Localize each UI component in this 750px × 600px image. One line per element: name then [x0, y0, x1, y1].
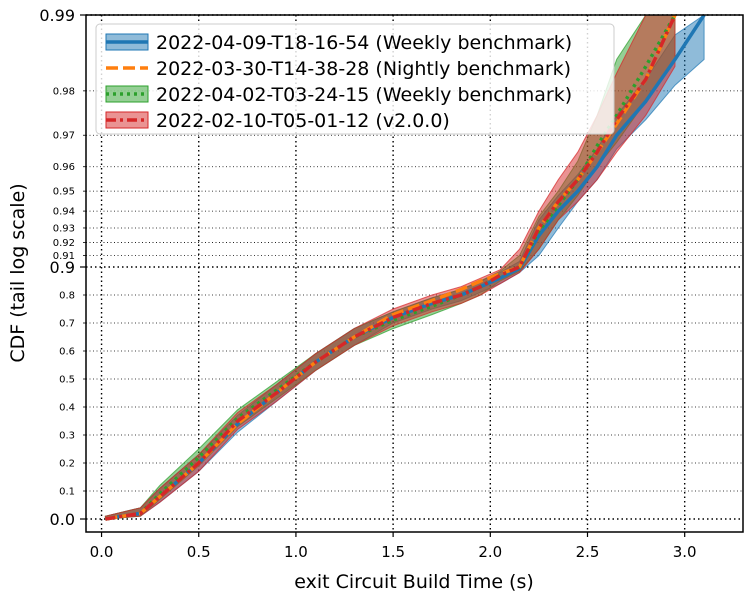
x-tick-label: 0.0 [90, 543, 114, 561]
x-tick-label: 0.5 [187, 543, 211, 561]
series-band [104, 15, 676, 520]
y-minor-tick-label: 0.2 [59, 459, 75, 470]
x-axis-title: exit Circuit Build Time (s) [294, 571, 534, 593]
legend-label: 2022-04-09-T18-16-54 (Weekly benchmark) [156, 32, 572, 54]
x-tick-label: 2.5 [576, 543, 600, 561]
legend-label: 2022-03-30-T14-38-28 (Nightly benchmark) [156, 58, 571, 80]
legend-label: 2022-04-02-T03-24-15 (Weekly benchmark) [156, 84, 572, 106]
y-major-tick-label: 0.0 [50, 510, 75, 529]
legend-box [95, 23, 615, 135]
y-minor-tick-label: 0.92 [53, 238, 75, 249]
y-minor-tick-label: 0.95 [53, 187, 75, 198]
legend: 2022-04-09-T18-16-54 (Weekly benchmark) 2… [95, 23, 615, 135]
y-minor-tick-label: 0.4 [59, 403, 75, 414]
y-minor-tick-label: 0.96 [53, 162, 75, 173]
y-axis-ticks: 0.0 0.9 0.99 0.1 0.2 0.3 0.4 0.5 0.6 0.7 0.8 0.91 0.… [39, 6, 86, 529]
y-minor-tick-label: 0.94 [53, 207, 75, 218]
x-tick-label: 2.0 [478, 543, 502, 561]
y-axis-title: CDF (tail log scale) [7, 183, 29, 362]
y-minor-tick-label: 0.3 [59, 431, 75, 442]
y-minor-tick-label: 0.8 [59, 291, 75, 302]
y-minor-tick-label: 0.5 [59, 375, 75, 386]
y-minor-tick-label: 0.7 [59, 319, 75, 330]
y-minor-tick-label: 0.6 [59, 347, 75, 358]
series-line [105, 15, 677, 521]
y-minor-tick-label: 0.97 [53, 131, 75, 142]
x-axis-ticks: 0.0 0.5 1.0 1.5 2.0 2.5 3.0 [90, 532, 697, 561]
plot-frame [85, 14, 744, 533]
x-tick-label: 1.5 [381, 543, 405, 561]
series-lines [105, 15, 706, 521]
y-minor-tick-label: 0.91 [53, 251, 75, 262]
legend-label: 2022-02-10-T05-01-12 (v2.0.0) [156, 110, 450, 132]
x-tick-label: 1.0 [284, 543, 308, 561]
x-tick-label: 3.0 [673, 543, 697, 561]
y-minor-tick-label: 0.98 [53, 86, 75, 97]
y-major-tick-label: 0.99 [39, 6, 75, 25]
y-minor-tick-label: 0.1 [59, 487, 75, 498]
y-major-tick-label: 0.9 [50, 258, 75, 277]
y-minor-tick-label: 0.93 [53, 223, 75, 234]
